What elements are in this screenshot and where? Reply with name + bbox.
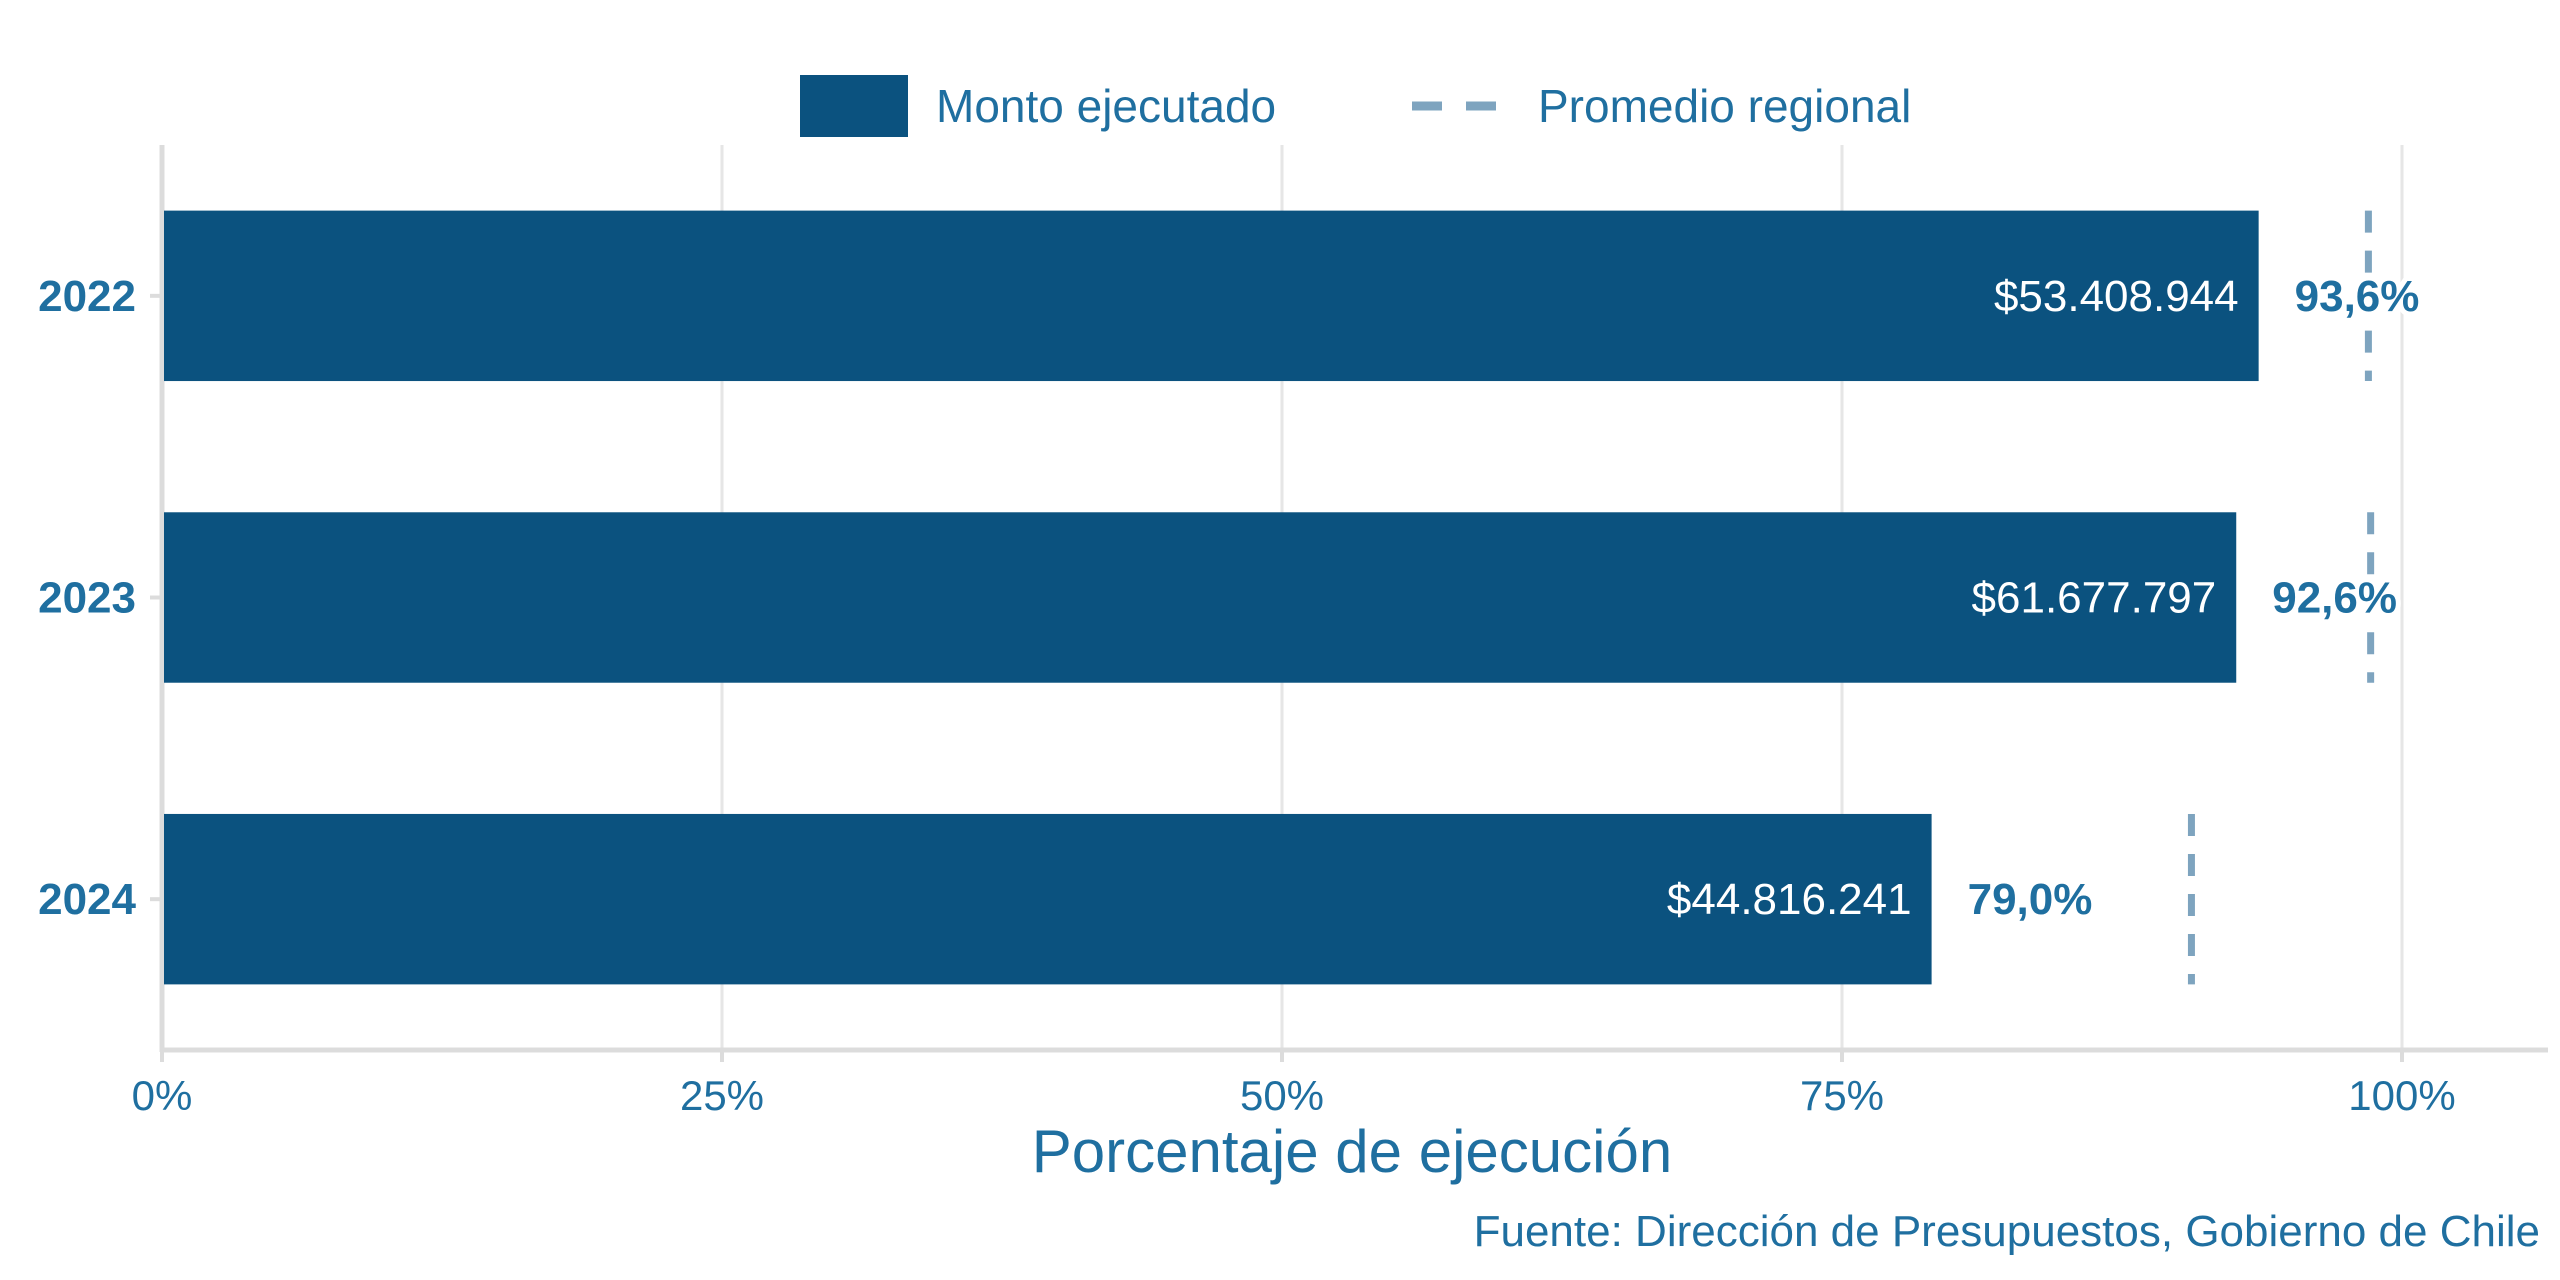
bar [164,210,2259,382]
x-tick-label: 50% [1240,1072,1324,1119]
bar-percent-label: 92,6% [2272,574,2397,623]
legend-label-monto: Monto ejecutado [936,80,1276,132]
y-category-labels: 2022 2023 2024 [38,272,136,924]
y-category-label: 2024 [38,875,136,924]
axes [150,145,2548,1062]
legend-label-promedio: Promedio regional [1538,80,1911,132]
x-tick-label: 100% [2348,1072,2455,1119]
x-tick-labels: 0% 25% 50% 75% 100% [132,1072,2456,1119]
bar [164,813,1932,985]
x-tick-label: 25% [680,1072,764,1119]
bar [164,512,2237,683]
legend: Monto ejecutado Promedio regional [800,75,1911,137]
x-axis-title: Porcentaje de ejecución [1032,1118,1672,1185]
data-labels: $53.408.944 93,6% $61.677.797 92,6% $44.816.… [1667,267,2424,929]
x-tick-label: 75% [1800,1072,1884,1119]
legend-swatch-monto [800,75,908,137]
y-category-label: 2022 [38,272,136,321]
bars [164,210,2259,985]
bar-value-label: $53.408.944 [1994,272,2239,321]
bar-percent-label: 79,0% [1968,875,2093,924]
bar-value-label: $44.816.241 [1667,875,1912,924]
y-category-label: 2023 [38,574,136,623]
bar-percent-label: 93,6% [2295,272,2420,321]
bar-value-label: $61.677.797 [1972,574,2217,623]
source-note: Fuente: Dirección de Presupuestos, Gobie… [1474,1207,2540,1256]
regional-average-markers [2187,210,2375,985]
x-tick-label: 0% [132,1072,193,1119]
